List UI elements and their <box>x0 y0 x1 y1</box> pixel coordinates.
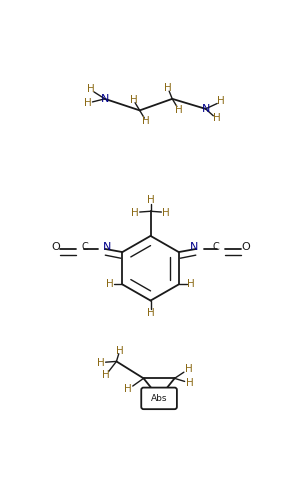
Text: H: H <box>186 378 194 388</box>
Text: H: H <box>147 196 154 205</box>
Text: H: H <box>142 116 150 126</box>
Text: H: H <box>162 208 170 218</box>
Text: H: H <box>147 308 154 318</box>
Text: H: H <box>187 279 195 290</box>
Text: H: H <box>185 364 193 374</box>
Text: C: C <box>212 243 219 252</box>
Text: N: N <box>190 243 198 252</box>
Text: H: H <box>97 358 105 368</box>
Text: N: N <box>100 94 109 104</box>
Text: C: C <box>82 243 88 252</box>
Text: H: H <box>84 98 92 108</box>
Text: O: O <box>241 243 250 252</box>
Text: H: H <box>212 113 220 123</box>
Text: H: H <box>87 84 95 94</box>
FancyBboxPatch shape <box>141 388 177 409</box>
Text: Abs: Abs <box>151 394 167 403</box>
Text: H: H <box>102 370 110 380</box>
Text: H: H <box>106 279 114 290</box>
Text: H: H <box>217 96 225 106</box>
Text: N: N <box>103 243 111 252</box>
Text: H: H <box>131 208 139 218</box>
Text: H: H <box>124 384 132 394</box>
Text: O: O <box>51 243 60 252</box>
Text: H: H <box>164 83 171 93</box>
Text: H: H <box>116 345 124 356</box>
Text: H: H <box>175 105 182 115</box>
Text: N: N <box>201 104 210 114</box>
Text: H: H <box>130 95 137 104</box>
